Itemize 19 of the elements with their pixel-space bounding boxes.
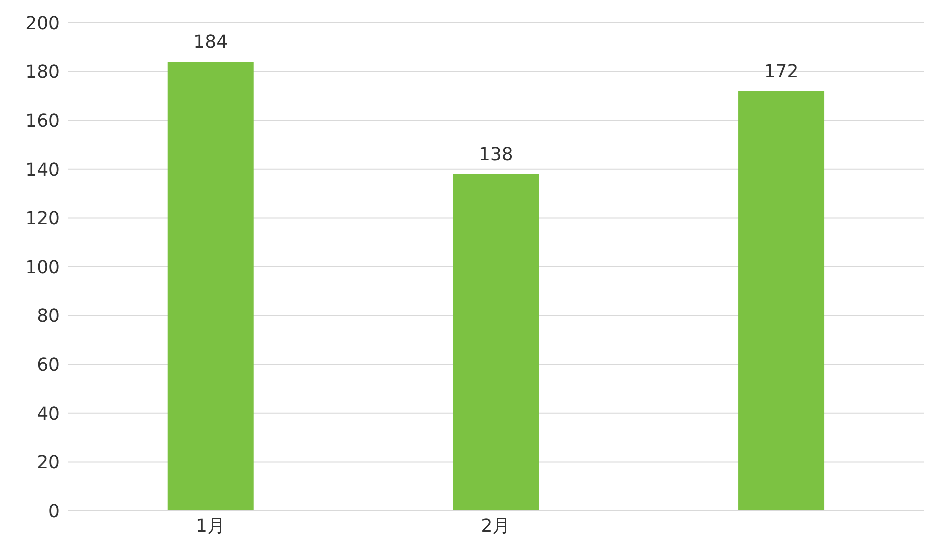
bar bbox=[453, 174, 540, 511]
data-label: 172 bbox=[764, 61, 799, 82]
x-tick-label: 1月 bbox=[196, 516, 226, 537]
y-tick-label: 20 bbox=[37, 452, 60, 474]
x-tick-label: 2月 bbox=[481, 516, 511, 537]
data-label: 184 bbox=[194, 32, 228, 54]
bar bbox=[168, 62, 254, 511]
y-tick-label: 60 bbox=[37, 354, 60, 376]
y-tick-label: 140 bbox=[26, 160, 60, 181]
y-tick-label: 0 bbox=[48, 501, 60, 522]
y-tick-label: 100 bbox=[26, 257, 60, 278]
y-tick-label: 80 bbox=[37, 306, 60, 328]
y-tick-label: 200 bbox=[26, 13, 60, 34]
y-tick-label: 160 bbox=[26, 110, 60, 132]
data-label: 138 bbox=[479, 144, 514, 166]
y-tick-label: 180 bbox=[26, 62, 60, 84]
y-tick-label: 120 bbox=[26, 208, 60, 230]
y-tick-label: 40 bbox=[37, 404, 60, 425]
bar bbox=[738, 91, 825, 511]
